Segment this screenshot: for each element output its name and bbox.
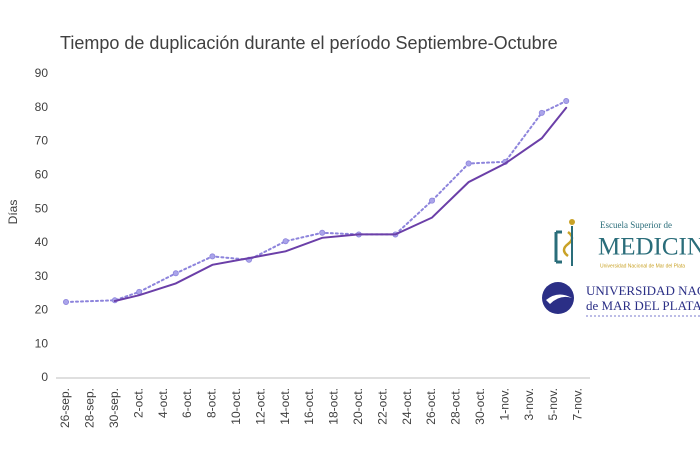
x-tick-label: 1-nov. [497, 388, 511, 420]
logo-unmdp: UNIVERSIDAD NACIONAL de MAR DEL PLATA [542, 282, 700, 317]
logo-wave [546, 294, 572, 304]
logo-text: UNIVERSIDAD NACIONAL [586, 283, 700, 298]
x-tick-label: 2-oct. [131, 388, 145, 418]
y-tick-label: 90 [35, 66, 49, 80]
data-point [319, 229, 326, 236]
x-tick-label: 26-oct. [424, 388, 438, 425]
x-tick-label: 20-oct. [351, 388, 365, 425]
y-tick-label: 10 [35, 336, 49, 350]
data-point [209, 253, 216, 260]
x-tick-label: 24-oct. [400, 388, 414, 425]
logo-text: Universidad Nacional de Mar del Plata [600, 263, 685, 269]
y-tick-label: 40 [35, 235, 49, 249]
x-tick-label: 26-sep. [58, 388, 72, 428]
data-point [428, 197, 435, 204]
data-point [563, 98, 570, 105]
data-point [63, 298, 70, 305]
y-tick-label: 20 [35, 303, 49, 317]
logo-text: MEDICINA [598, 234, 700, 261]
logo-dot [569, 219, 575, 225]
x-tick-label: 10-oct. [229, 388, 243, 425]
y-axis-label: Días [6, 200, 20, 225]
data-point [172, 270, 179, 277]
x-tick-label: 8-oct. [205, 388, 219, 418]
chart-title: Tiempo de duplicación durante el período… [60, 33, 558, 53]
data-point [465, 160, 472, 167]
y-tick-label: 50 [35, 201, 49, 215]
logo-text: de MAR DEL PLATA [586, 298, 700, 313]
x-tick-label: 7-nov. [571, 388, 585, 420]
x-tick-label: 22-oct. [375, 388, 389, 425]
x-tick-label: 5-nov. [546, 388, 560, 420]
x-tick-label: 3-nov. [522, 388, 536, 420]
x-tick-label: 12-oct. [253, 388, 267, 425]
y-tick-label: 80 [35, 100, 49, 114]
x-tick-label: 4-oct. [156, 388, 170, 418]
series-line [65, 100, 568, 303]
logo-bracket [554, 230, 562, 264]
x-tick-label: 28-sep. [83, 388, 97, 428]
x-tick-label: 6-oct. [180, 388, 194, 418]
x-tick-label: 30-sep. [107, 388, 121, 428]
data-point [538, 109, 545, 116]
logo-medicina: Escuela Superior de MEDICINA Universidad… [554, 219, 700, 269]
x-tick-label: 14-oct. [278, 388, 292, 425]
y-tick-label: 0 [41, 370, 48, 384]
x-tick-label: 16-oct. [302, 388, 316, 425]
logo-text: Escuela Superior de [600, 220, 672, 230]
y-tick-label: 60 [35, 168, 49, 182]
series-line [113, 106, 568, 302]
data-point [282, 238, 289, 245]
y-tick-label: 30 [35, 269, 49, 283]
logo-snake [562, 231, 574, 257]
x-tick-label: 18-oct. [327, 388, 341, 425]
x-tick-label: 28-oct. [449, 388, 463, 425]
y-tick-label: 70 [35, 134, 49, 148]
x-tick-label: 30-oct. [473, 388, 487, 425]
